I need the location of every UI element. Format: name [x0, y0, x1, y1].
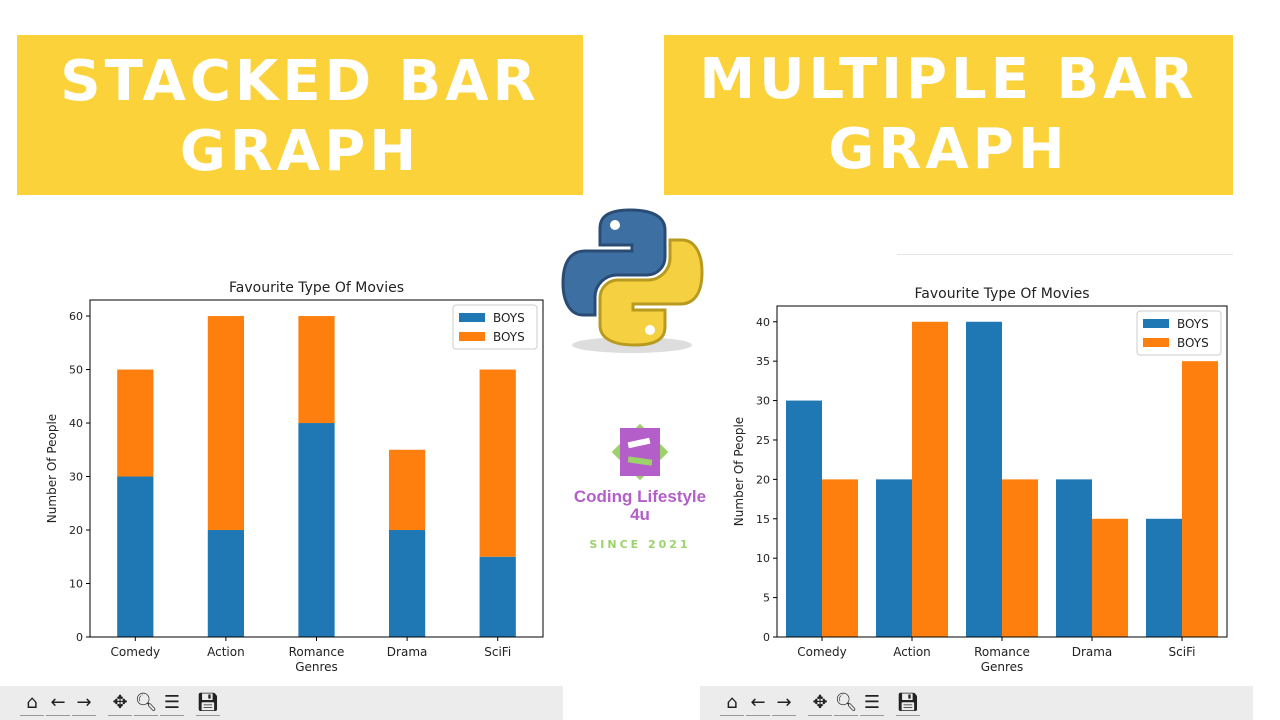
- pan-icon[interactable]: ✥: [108, 691, 132, 716]
- y-tick-label: 40: [756, 316, 770, 329]
- x-tick-label: Romance: [974, 645, 1030, 659]
- x-axis-label: Genres: [295, 660, 338, 674]
- bar: [207, 316, 245, 531]
- y-tick-label: 15: [756, 513, 770, 526]
- y-axis-label: Number Of People: [45, 414, 59, 523]
- x-tick-label: Comedy: [797, 645, 847, 659]
- bar: [876, 479, 912, 637]
- forward-icon[interactable]: →: [72, 691, 96, 716]
- multiple-bar-chart: Favourite Type Of Movies Comedy Action Roma…: [732, 286, 1228, 674]
- legend-label: BOYS: [1177, 317, 1209, 331]
- bar: [479, 556, 516, 637]
- axes-frame: [776, 305, 1228, 638]
- bar: [388, 449, 426, 531]
- x-tick-label: SciFi: [484, 645, 511, 659]
- y-tick-label: 0: [763, 631, 770, 644]
- y-tick-label: 5: [763, 592, 770, 605]
- bar: [786, 400, 822, 637]
- back-icon[interactable]: ←: [46, 691, 70, 716]
- configure-icon[interactable]: ☰: [160, 691, 184, 716]
- bar: [822, 479, 858, 637]
- bar: [298, 316, 335, 424]
- y-tick-label: 50: [69, 364, 83, 377]
- python-logo: [561, 208, 704, 353]
- plot-toolbar-left: ⌂ ← → ✥ 🔍︎ ☰ 💾︎: [0, 686, 563, 720]
- zoom-icon[interactable]: 🔍︎: [134, 691, 158, 716]
- x-tick-label: Drama: [1072, 645, 1113, 659]
- brand-suffix: 4u: [630, 505, 650, 524]
- y-axis-label: Number Of People: [732, 417, 746, 526]
- x-tick-label: SciFi: [1169, 645, 1196, 659]
- bar: [1002, 479, 1038, 637]
- y-tick-label: 35: [756, 355, 770, 368]
- x-axis-label: Genres: [981, 660, 1024, 674]
- stacked-bar-banner: STACKED BAR GRAPH: [17, 35, 583, 195]
- back-icon[interactable]: ←: [746, 691, 770, 716]
- x-tick-label: Drama: [387, 645, 428, 659]
- x-tick-label: Comedy: [111, 645, 161, 659]
- y-tick-label: 30: [69, 471, 83, 484]
- bar: [966, 321, 1002, 637]
- y-tick-label: 60: [69, 310, 83, 323]
- y-tick-label: 30: [756, 395, 770, 408]
- home-icon[interactable]: ⌂: [20, 691, 44, 716]
- y-tick-label: 20: [756, 473, 770, 486]
- divider: [897, 254, 1233, 255]
- forward-icon[interactable]: →: [772, 691, 796, 716]
- bar: [1056, 479, 1092, 637]
- bar: [117, 476, 154, 637]
- multiple-bar-banner: MULTIPLE BAR GRAPH: [664, 35, 1233, 195]
- brand-since: SINCE 2021: [589, 538, 691, 551]
- plot-toolbar-right: ⌂ ← → ✥ 🔍︎ ☰ 💾︎: [700, 686, 1253, 720]
- legend-swatch: [459, 332, 485, 341]
- legend-label: BOYS: [493, 311, 525, 325]
- bar: [1092, 518, 1128, 637]
- bar: [479, 369, 516, 557]
- zoom-icon[interactable]: 🔍︎: [834, 691, 858, 716]
- bar: [207, 530, 245, 637]
- bar: [1146, 518, 1182, 637]
- bar: [1182, 361, 1218, 637]
- chart-title: Favourite Type Of Movies: [229, 280, 404, 296]
- save-icon[interactable]: 💾︎: [896, 691, 920, 716]
- legend-label: BOYS: [1177, 336, 1209, 350]
- configure-icon[interactable]: ☰: [860, 691, 884, 716]
- x-tick-label: Action: [893, 645, 931, 659]
- brand-logo: Coding Lifestyle 4u SINCE 2021: [540, 420, 740, 551]
- y-tick-label: 0: [76, 631, 83, 644]
- y-tick-label: 10: [756, 552, 770, 565]
- brand-name: Coding Lifestyle: [573, 487, 707, 506]
- brand-mark-icon: [611, 423, 669, 481]
- y-tick-label: 10: [69, 578, 83, 591]
- bar: [912, 321, 948, 637]
- bar: [388, 530, 426, 637]
- x-tick-label: Romance: [289, 645, 345, 659]
- bar: [117, 369, 154, 477]
- y-tick-label: 20: [69, 524, 83, 537]
- save-icon[interactable]: 💾︎: [196, 691, 220, 716]
- stacked-bar-chart: Favourite Type Of Movies Comedy Action Roma…: [45, 280, 544, 674]
- x-tick-label: Action: [207, 645, 245, 659]
- chart-title: Favourite Type Of Movies: [915, 286, 1090, 302]
- bar: [298, 423, 335, 637]
- axes-frame: [89, 299, 544, 638]
- pan-icon[interactable]: ✥: [808, 691, 832, 716]
- y-tick-label: 25: [756, 434, 770, 447]
- legend-swatch: [459, 313, 485, 322]
- legend-swatch: [1143, 338, 1169, 347]
- legend-label: BOYS: [493, 330, 525, 344]
- legend-swatch: [1143, 319, 1169, 328]
- y-tick-label: 40: [69, 417, 83, 430]
- home-icon[interactable]: ⌂: [720, 691, 744, 716]
